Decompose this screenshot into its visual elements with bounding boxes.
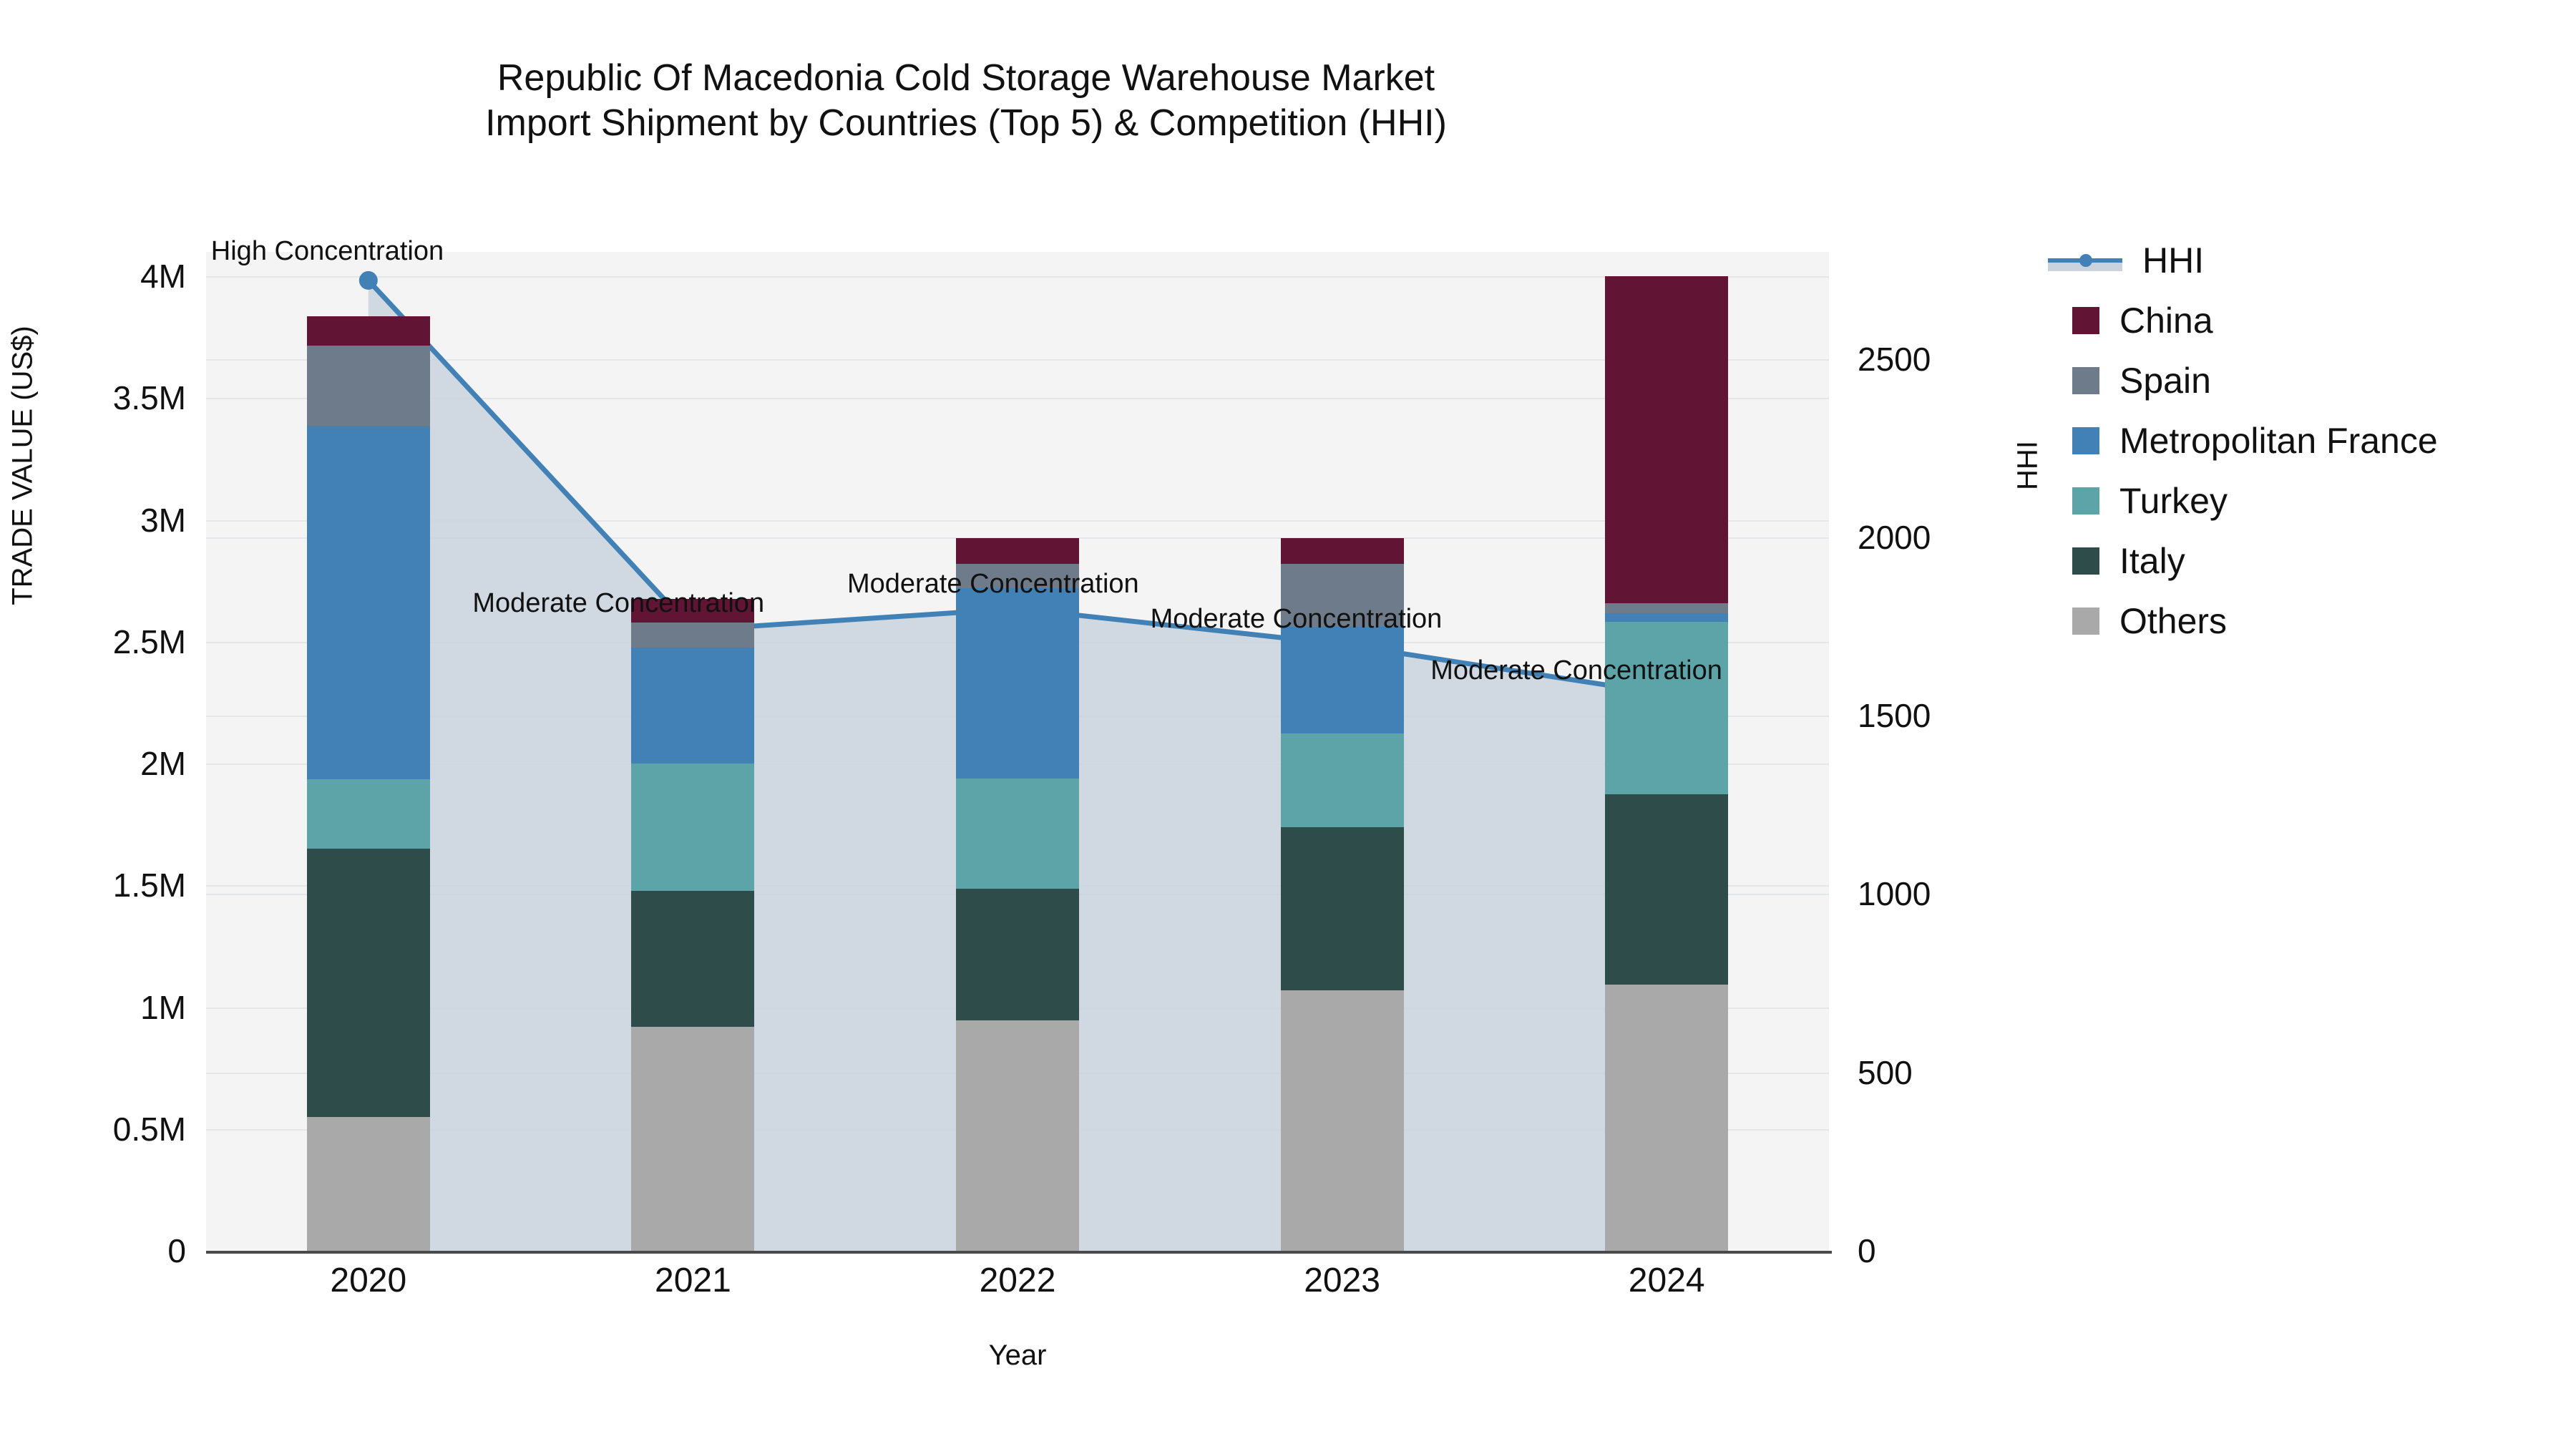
legend-label: China	[2119, 301, 2213, 341]
y-tick-left-0: 0	[167, 1232, 186, 1269]
x-tick-2021: 2021	[655, 1262, 731, 1299]
legend-item-spain[interactable]: Spain	[2048, 351, 2563, 411]
plot-area: High Concentration Moderate Concentration…	[206, 236, 1829, 1252]
y-tick-right-1000: 1000	[1858, 875, 1931, 913]
y-tick-right-500: 500	[1858, 1053, 1913, 1091]
bar-stack-2020[interactable]	[306, 252, 430, 1251]
legend-label: Spain	[2119, 361, 2211, 401]
x-axis-label: Year	[988, 1340, 1047, 1371]
y-tick-right-2500: 2500	[1858, 340, 1931, 378]
y-tick-right-1500: 1500	[1858, 697, 1931, 735]
annotation-2021: Moderate Concentration	[472, 588, 765, 619]
bar-segment-turkey[interactable]	[1605, 622, 1729, 795]
y-tick-right-2000: 2000	[1858, 518, 1931, 556]
annotation-2023: Moderate Concentration	[1150, 604, 1443, 635]
legend-label: Others	[2119, 601, 2228, 641]
legend-item-turkey[interactable]: Turkey	[2048, 471, 2563, 531]
bar-segment-china[interactable]	[1280, 538, 1404, 565]
bar-segment-others[interactable]	[956, 1020, 1079, 1251]
legend-swatch-turkey	[2072, 487, 2099, 514]
legend-label: Metropolitan France	[2119, 421, 2438, 461]
chart-title: Republic Of Macedonia Cold Storage Wareh…	[0, 56, 1932, 147]
x-tick-2023: 2023	[1304, 1262, 1380, 1299]
bar-segment-metropolitan-france[interactable]	[306, 426, 430, 780]
bar-segment-italy[interactable]	[956, 888, 1079, 1021]
annotation-2022: Moderate Concentration	[847, 568, 1139, 599]
bar-segment-italy[interactable]	[306, 849, 430, 1117]
bar-segment-metropolitan-france[interactable]	[631, 647, 755, 763]
bar-segment-italy[interactable]	[631, 891, 755, 1027]
legend-label: Turkey	[2119, 481, 2228, 521]
bar-segment-metropolitan-france[interactable]	[956, 587, 1079, 779]
x-axis-line	[206, 1251, 1832, 1254]
legend-label: Italy	[2119, 541, 2185, 581]
chart-title-line-2: Import Shipment by Countries (Top 5) & C…	[485, 102, 1447, 145]
chart-title-line-1: Republic Of Macedonia Cold Storage Wareh…	[497, 57, 1435, 99]
bar-segment-others[interactable]	[1605, 984, 1729, 1251]
legend-line-swatch-icon	[2048, 247, 2122, 274]
bar-segment-turkey[interactable]	[306, 779, 430, 849]
bar-segment-spain[interactable]	[1280, 564, 1404, 628]
legend-swatch-metropolitan-france	[2072, 427, 2099, 454]
y-tick-left-4M: 4M	[140, 258, 186, 296]
bar-stack-2024[interactable]	[1605, 252, 1729, 1251]
y-axis-right-label: HHI	[2011, 441, 2044, 490]
annotation-2024: Moderate Concentration	[1430, 655, 1722, 686]
bar-segment-china[interactable]	[956, 538, 1079, 565]
legend-item-metropolitan-france[interactable]: Metropolitan France	[2048, 411, 2563, 471]
y-tick-left-3M: 3M	[140, 501, 186, 539]
x-tick-2024: 2024	[1628, 1262, 1705, 1299]
bar-segment-china[interactable]	[1605, 276, 1729, 604]
legend-swatch-others	[2072, 608, 2099, 635]
bar-segment-china[interactable]	[631, 599, 755, 623]
legend-swatch-spain	[2072, 367, 2099, 394]
legend-item-hhi[interactable]: HHI	[2048, 230, 2563, 291]
bar-segment-spain[interactable]	[1605, 603, 1729, 613]
bar-segment-others[interactable]	[306, 1116, 430, 1251]
bar-stack-2021[interactable]	[631, 252, 755, 1251]
bar-segment-china[interactable]	[306, 316, 430, 346]
bar-segment-italy[interactable]	[1280, 827, 1404, 991]
y-tick-right-0: 0	[1858, 1232, 1876, 1269]
legend-item-italy[interactable]: Italy	[2048, 531, 2563, 591]
y-tick-left-3.5M: 3.5M	[112, 379, 186, 417]
bar-segment-italy[interactable]	[1605, 794, 1729, 985]
annotation-2020: High Concentration	[210, 235, 444, 266]
bar-segment-spain[interactable]	[631, 622, 755, 648]
x-tick-2022: 2022	[979, 1262, 1056, 1299]
bar-segment-turkey[interactable]	[956, 779, 1079, 889]
bar-segment-turkey[interactable]	[631, 763, 755, 892]
bar-segment-metropolitan-france[interactable]	[1605, 613, 1729, 623]
bar-segment-turkey[interactable]	[1280, 733, 1404, 828]
y-tick-left-1M: 1M	[140, 988, 186, 1026]
bar-segment-others[interactable]	[1280, 990, 1404, 1251]
legend-item-others[interactable]: Others	[2048, 591, 2563, 651]
legend-swatch-italy	[2072, 547, 2099, 575]
y-tick-left-2M: 2M	[140, 745, 186, 783]
y-tick-left-1.5M: 1.5M	[112, 867, 186, 904]
legend-swatch-china	[2072, 307, 2099, 334]
legend-item-china[interactable]: China	[2048, 291, 2563, 351]
bar-stack-2023[interactable]	[1280, 252, 1404, 1251]
bar-segment-spain[interactable]	[956, 564, 1079, 588]
y-tick-left-0.5M: 0.5M	[112, 1110, 186, 1148]
legend-line-marker-icon	[2079, 254, 2092, 267]
bar-segment-metropolitan-france[interactable]	[1280, 627, 1404, 734]
x-tick-2020: 2020	[330, 1262, 407, 1299]
legend: HHI China Spain Metropolitan France Turkey It…	[2048, 230, 2563, 651]
gridline-left	[206, 276, 1829, 278]
legend-label: HHI	[2142, 240, 2205, 280]
y-tick-left-2.5M: 2.5M	[112, 623, 186, 660]
bar-segment-spain[interactable]	[306, 346, 430, 426]
y-axis-left-label: TRADE VALUE (US$)	[6, 326, 39, 605]
bar-segment-others[interactable]	[631, 1026, 755, 1251]
bar-stack-2022[interactable]	[956, 252, 1079, 1251]
